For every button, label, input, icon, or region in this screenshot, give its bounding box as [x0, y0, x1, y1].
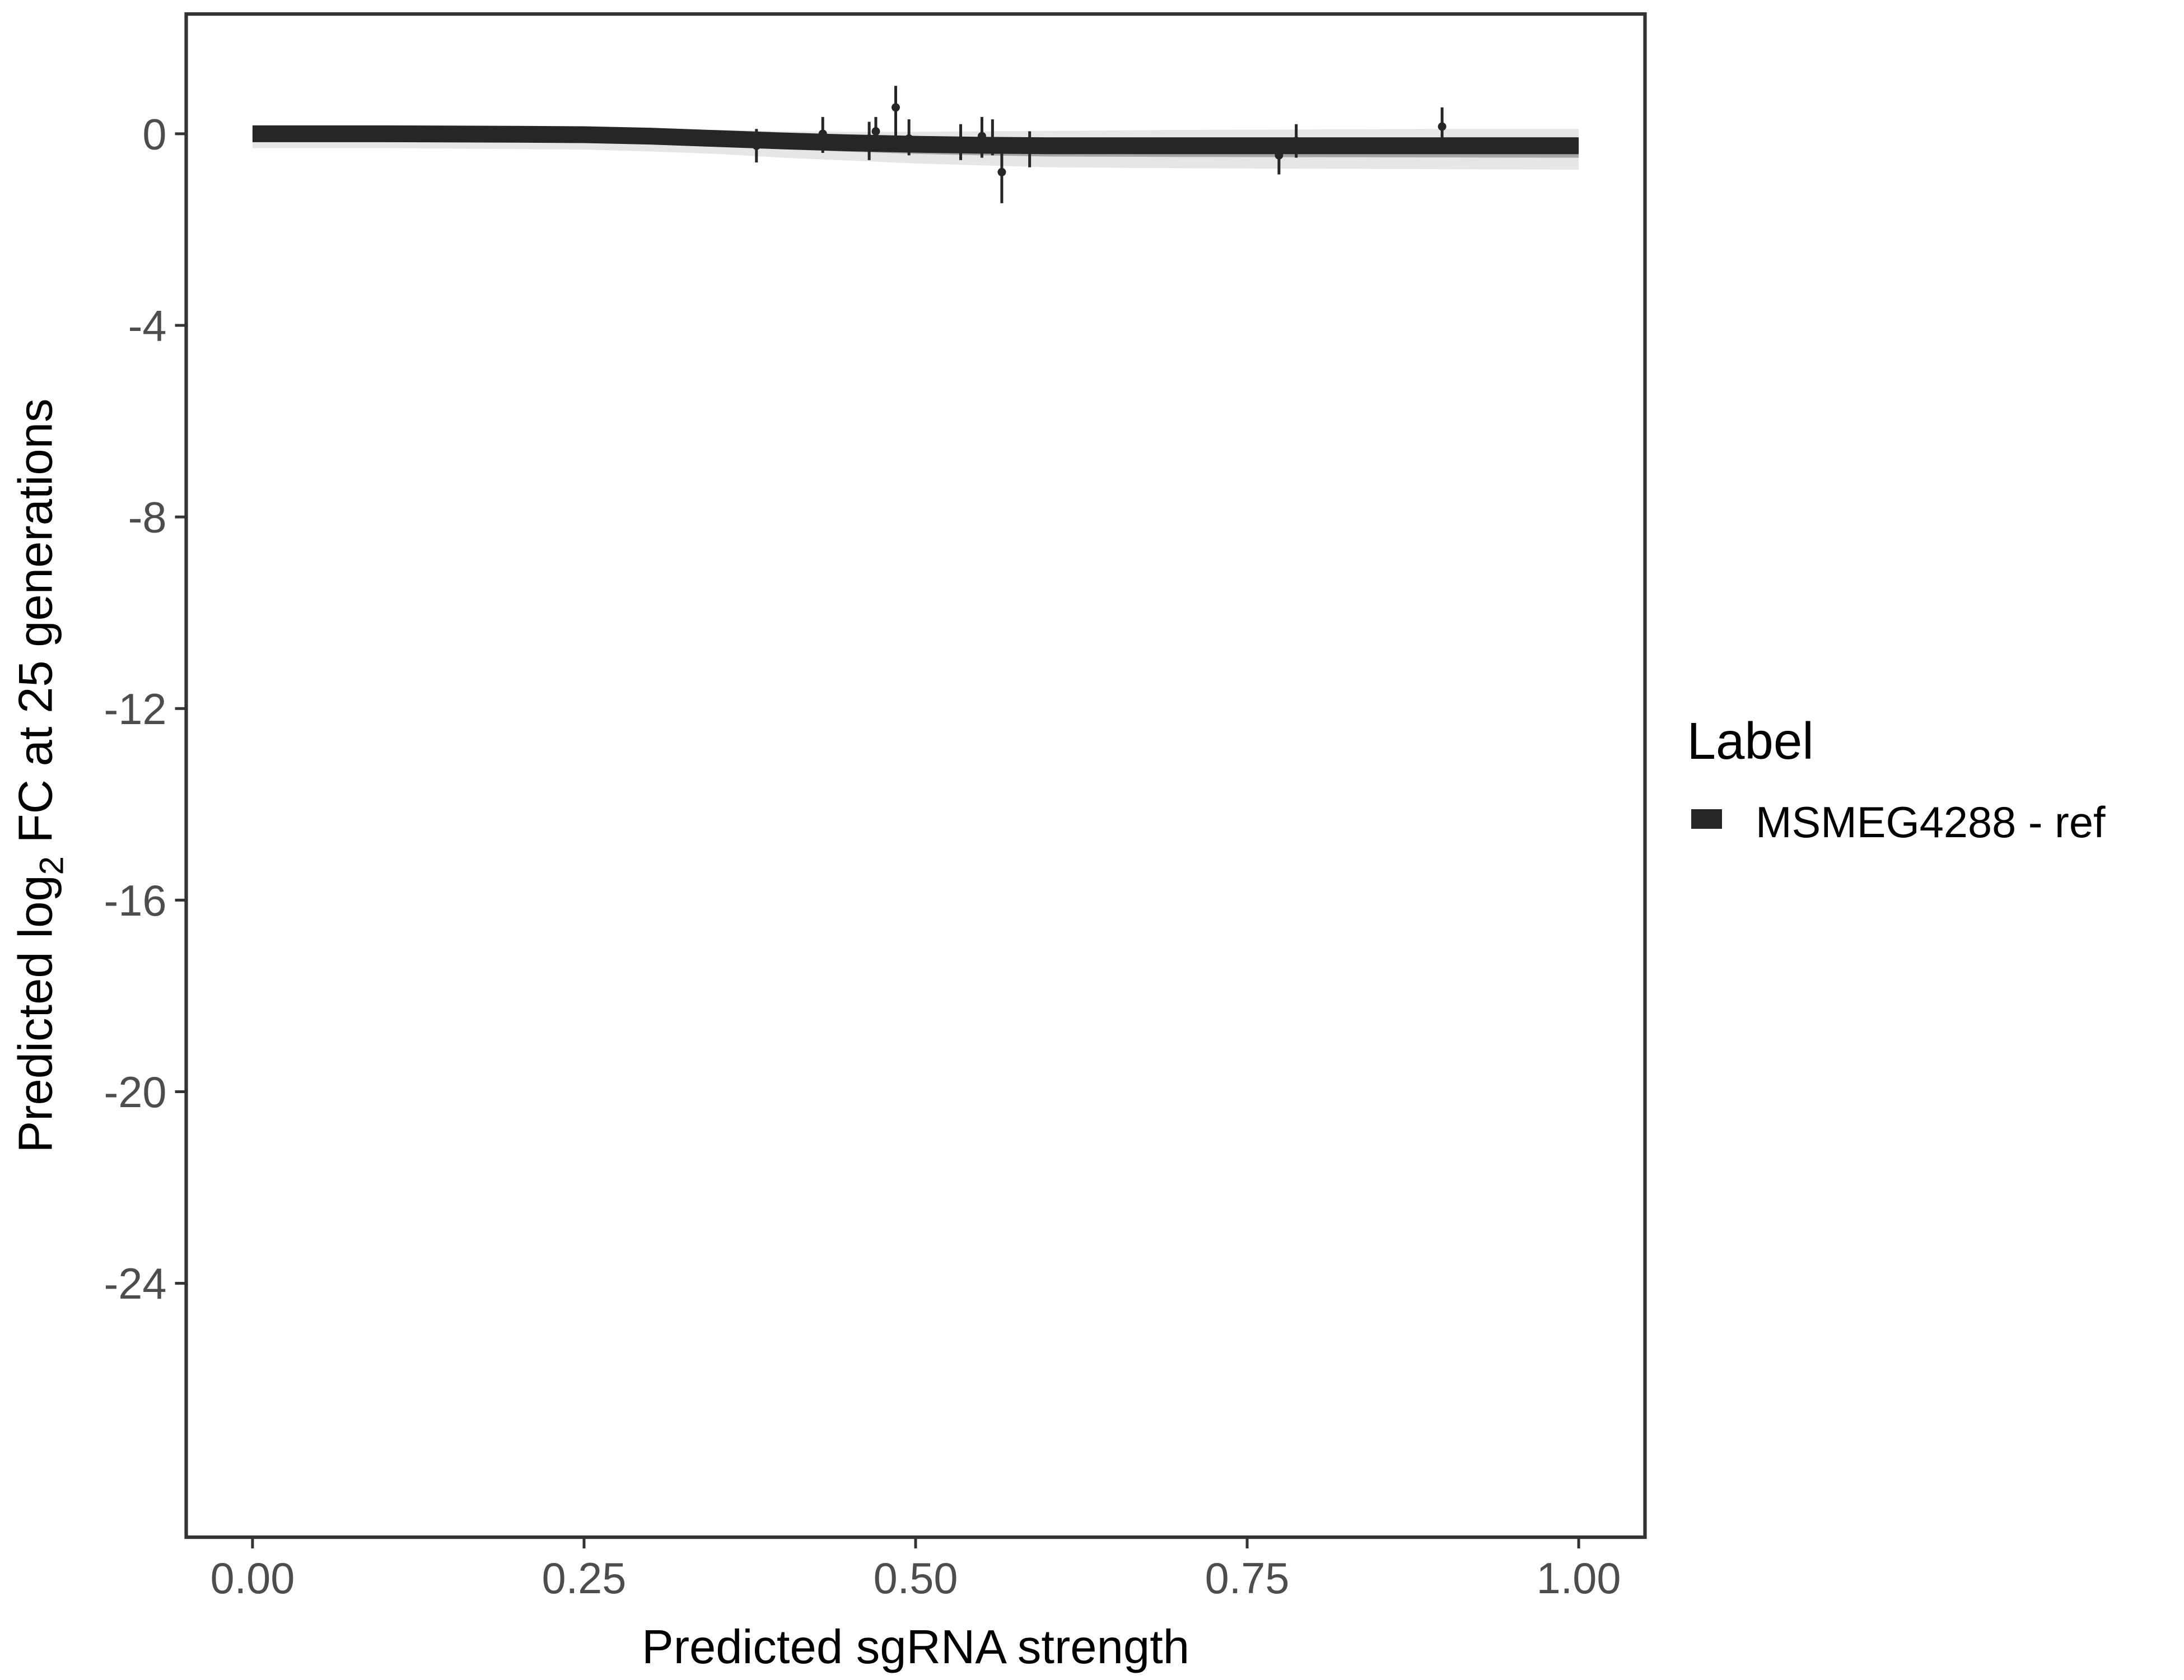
data-point-0	[752, 141, 761, 150]
y-tick-label: -24	[104, 1260, 166, 1308]
data-point-12	[1292, 137, 1301, 146]
data-point-9	[997, 167, 1006, 176]
y-tick-label: -4	[128, 302, 167, 350]
data-point-10	[1025, 143, 1034, 152]
data-point-4	[891, 103, 900, 112]
data-point-3	[871, 127, 880, 136]
data-point-2	[865, 134, 874, 143]
y-tick-label: -12	[104, 685, 166, 734]
data-point-8	[988, 137, 997, 146]
data-point-1	[818, 129, 827, 138]
legend-key	[1691, 809, 1722, 829]
x-axis-title: Predicted sgRNA strength	[642, 1621, 1189, 1674]
y-axis: 0 -4 -8 -12 -16 -20 -24	[104, 110, 186, 1308]
fit-line	[252, 125, 1579, 155]
y-axis-title: Predicted log2 FC at 25 generations	[10, 399, 71, 1153]
legend-title: Label	[1687, 712, 1814, 770]
panel-border	[184, 12, 1647, 1539]
x-axis: 0.00 0.25 0.50 0.75 1.00	[210, 1537, 1621, 1603]
y-tick-label: 0	[142, 110, 166, 158]
legend-label: MSMEG4288 - ref	[1756, 799, 2106, 847]
plot-area	[252, 86, 1579, 203]
x-tick-label: 1.00	[1537, 1555, 1621, 1603]
y-tick-label: -16	[104, 877, 166, 925]
x-tick-label: 0.00	[210, 1555, 295, 1603]
data-point-11	[1275, 151, 1284, 160]
x-tick-label: 0.50	[874, 1555, 958, 1603]
x-tick-label: 0.75	[1205, 1555, 1290, 1603]
data-point-5	[904, 134, 913, 143]
y-tick-label: -20	[104, 1068, 166, 1117]
y-tick-label: -8	[128, 494, 167, 542]
data-point-7	[977, 132, 986, 141]
x-tick-label: 0.25	[542, 1555, 627, 1603]
legend: Label MSMEG4288 - ref	[1687, 712, 2106, 847]
data-point-6	[956, 139, 965, 148]
data-point-13	[1438, 122, 1446, 131]
